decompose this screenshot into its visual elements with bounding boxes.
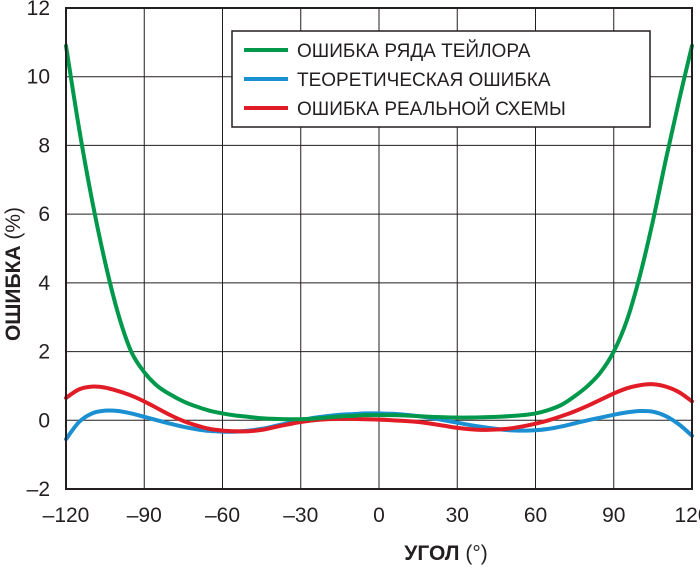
- x-tick-label: –30: [283, 504, 318, 527]
- legend-label-theoretical: ТЕОРЕТИЧЕСКАЯ ОШИБКА: [297, 70, 551, 91]
- legend-label-real-circuit: ОШИБКА РЕАЛЬНОЙ СХЕМЫ: [297, 98, 566, 120]
- x-tick-label: –120: [43, 504, 90, 527]
- legend-label-taylor: ОШИБКА РЯДА ТЕЙЛОРА: [297, 40, 531, 62]
- y-tick-label: 12: [27, 0, 50, 20]
- x-tick-label: –60: [205, 504, 240, 527]
- x-tick-label: –90: [127, 504, 162, 527]
- x-tick-labels: –120 –90 –60 –30 0 30 60 90 120: [43, 504, 700, 527]
- x-tick-label: 30: [446, 504, 469, 527]
- legend-entry-real-circuit: ОШИБКА РЕАЛЬНОЙ СХЕМЫ: [244, 98, 566, 120]
- y-tick-label: 4: [38, 272, 50, 295]
- x-axis-title: УГОЛ (°): [404, 542, 487, 565]
- x-tick-label: 90: [602, 504, 625, 527]
- x-axis-title-main: УГОЛ: [404, 542, 459, 565]
- y-tick-labels: –2 0 2 4 6 8 10 12: [27, 0, 51, 501]
- y-axis-title-unit: (%): [2, 207, 25, 246]
- x-tick-label: 0: [373, 504, 385, 527]
- y-tick-label: 2: [38, 341, 50, 364]
- series-line-real-circuit: [64, 382, 694, 434]
- legend-box: [231, 30, 651, 128]
- plot-frame: [65, 7, 693, 490]
- x-tick-label: 60: [524, 504, 547, 527]
- legend-entry-taylor: ОШИБКА РЯДА ТЕЙЛОРА: [244, 40, 531, 62]
- y-tick-label: 0: [38, 409, 50, 432]
- y-tick-label: 6: [38, 203, 50, 226]
- y-axis-title-main: ОШИБКА: [2, 245, 25, 341]
- y-tick-label: –2: [27, 478, 50, 501]
- x-tick-label: 120: [674, 504, 700, 527]
- y-axis-title: ОШИБКА (%): [2, 207, 25, 341]
- legend: ОШИБКА РЯДА ТЕЙЛОРА ТЕОРЕТИЧЕСКАЯ ОШИБКА…: [231, 30, 651, 128]
- legend-entry-theoretical: ТЕОРЕТИЧЕСКАЯ ОШИБКА: [244, 70, 551, 91]
- series-line-taylor: [64, 43, 694, 422]
- y-tick-label: 10: [27, 66, 50, 89]
- y-tick-label: 8: [38, 134, 50, 157]
- series-layer: [64, 43, 694, 442]
- x-axis-title-unit: (°): [460, 542, 488, 565]
